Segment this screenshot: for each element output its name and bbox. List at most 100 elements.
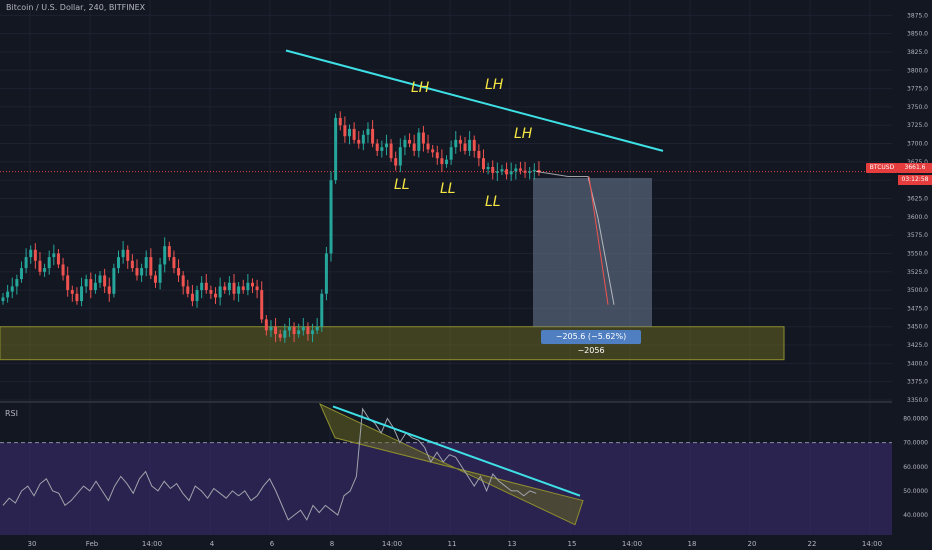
rsi-label: RSI (5, 409, 18, 418)
candle-body (66, 275, 70, 291)
candle-body (523, 170, 527, 173)
candle-body (269, 326, 273, 331)
candle-body (426, 143, 430, 150)
forecast-path (535, 170, 615, 305)
price-tick-label: 3575.0 (907, 232, 928, 239)
candle-body (56, 253, 60, 265)
candle-body (186, 286, 190, 294)
candle-body (121, 249, 125, 258)
candle-body (107, 286, 111, 294)
candle-body (89, 279, 93, 291)
candle-body (301, 326, 305, 331)
time-tick-label: 15 (568, 540, 577, 548)
time-tick-label: 11 (448, 540, 457, 548)
candle-body (246, 282, 250, 291)
price-tick-label: 3475.0 (907, 305, 928, 312)
candle-body (463, 143, 467, 151)
rsi-tick-label: 40.0000 (903, 512, 928, 519)
time-tick-label: Feb (86, 540, 99, 548)
time-tick-label: 14:00 (862, 540, 882, 548)
candle-body (241, 286, 245, 291)
time-tick-label: 30 (28, 540, 37, 548)
price-tick-label: 3400.0 (907, 360, 928, 367)
candle-body (505, 169, 509, 175)
candle-body (297, 330, 301, 335)
candle-body (84, 279, 88, 287)
time-tick-label: 4 (210, 540, 215, 548)
countdown-tag: 03:12:58 (898, 175, 932, 185)
rsi-tick-label: 60.0000 (903, 464, 928, 471)
candle-body (255, 286, 259, 291)
candle-body (283, 330, 287, 338)
candle-body (103, 275, 107, 287)
price-axis[interactable]: 3875.0 3850.0 3825.0 3800.0 3775.0 3750.0 3725… (892, 0, 932, 545)
price-tick-label: 3725.0 (907, 122, 928, 129)
candle-body (324, 253, 328, 294)
candle-body (398, 147, 402, 166)
support-zone-layer (0, 171, 892, 361)
candle-body (43, 268, 47, 272)
candle-body (38, 260, 42, 272)
candle-body (24, 257, 28, 269)
rsi-pane (0, 402, 892, 540)
candle-body (528, 171, 532, 173)
candle-body (209, 290, 213, 294)
candle-body (200, 282, 204, 291)
drawings-layer (285, 49, 664, 305)
time-axis[interactable]: 30 Feb 14:00 4 6 8 14:00 11 13 15 14:00 18 20 22 14:00 (0, 535, 932, 550)
candle-body (412, 143, 416, 151)
candle-body (112, 268, 116, 294)
ll-label: LL (440, 181, 456, 197)
candle-body (237, 286, 241, 294)
candle-body (195, 290, 199, 302)
candle-body (315, 326, 319, 331)
candle-body (70, 290, 74, 294)
time-tick-label: 14:00 (622, 540, 642, 548)
candle-body (181, 275, 185, 287)
candle-body (33, 249, 37, 261)
candle-body (468, 139, 472, 151)
candle-body (518, 168, 522, 171)
candle-body (343, 125, 347, 137)
time-axis-bg (0, 535, 932, 550)
candle-body (403, 139, 407, 148)
candle-body (532, 169, 536, 172)
candle-body (449, 147, 453, 160)
price-tick-label: 3550.0 (907, 250, 928, 257)
price-tick-label: 3875.0 (907, 12, 928, 19)
candle-body (172, 257, 176, 269)
candle-body (75, 293, 79, 302)
candle-body (394, 158, 398, 166)
rsi-tick-label: 50.0000 (903, 488, 928, 495)
chart-title: Bitcoin / U.S. Dollar, 240, BITFINEX (6, 3, 146, 12)
rsi-tick-label: 80.0000 (903, 415, 928, 422)
candle-body (264, 319, 268, 331)
candle-body (287, 326, 291, 331)
candle-body (29, 249, 33, 258)
price-tick-label: 3500.0 (907, 287, 928, 294)
candle-body (167, 246, 171, 258)
candle-body (80, 286, 84, 302)
candle-body (144, 257, 148, 269)
candle-body (329, 180, 333, 254)
candle-body (306, 326, 310, 335)
candle-body (61, 264, 65, 276)
candle-body (421, 132, 425, 144)
candle-body (334, 117, 338, 181)
candle-body (440, 158, 444, 165)
candle-body (454, 139, 458, 148)
candle-body (140, 268, 144, 276)
price-tick-label: 3775.0 (907, 86, 928, 93)
candle-body (445, 159, 449, 165)
time-tick-label: 14:00 (142, 540, 162, 548)
candle-body (380, 147, 384, 151)
candle-body (19, 268, 23, 280)
rsi-channel (318, 402, 584, 526)
candle-body (260, 290, 264, 320)
candle-body (320, 293, 324, 327)
candle-body (15, 279, 19, 287)
candle-body (250, 282, 254, 287)
candle-body (47, 257, 51, 269)
price-tick-label: 3850.0 (907, 31, 928, 38)
